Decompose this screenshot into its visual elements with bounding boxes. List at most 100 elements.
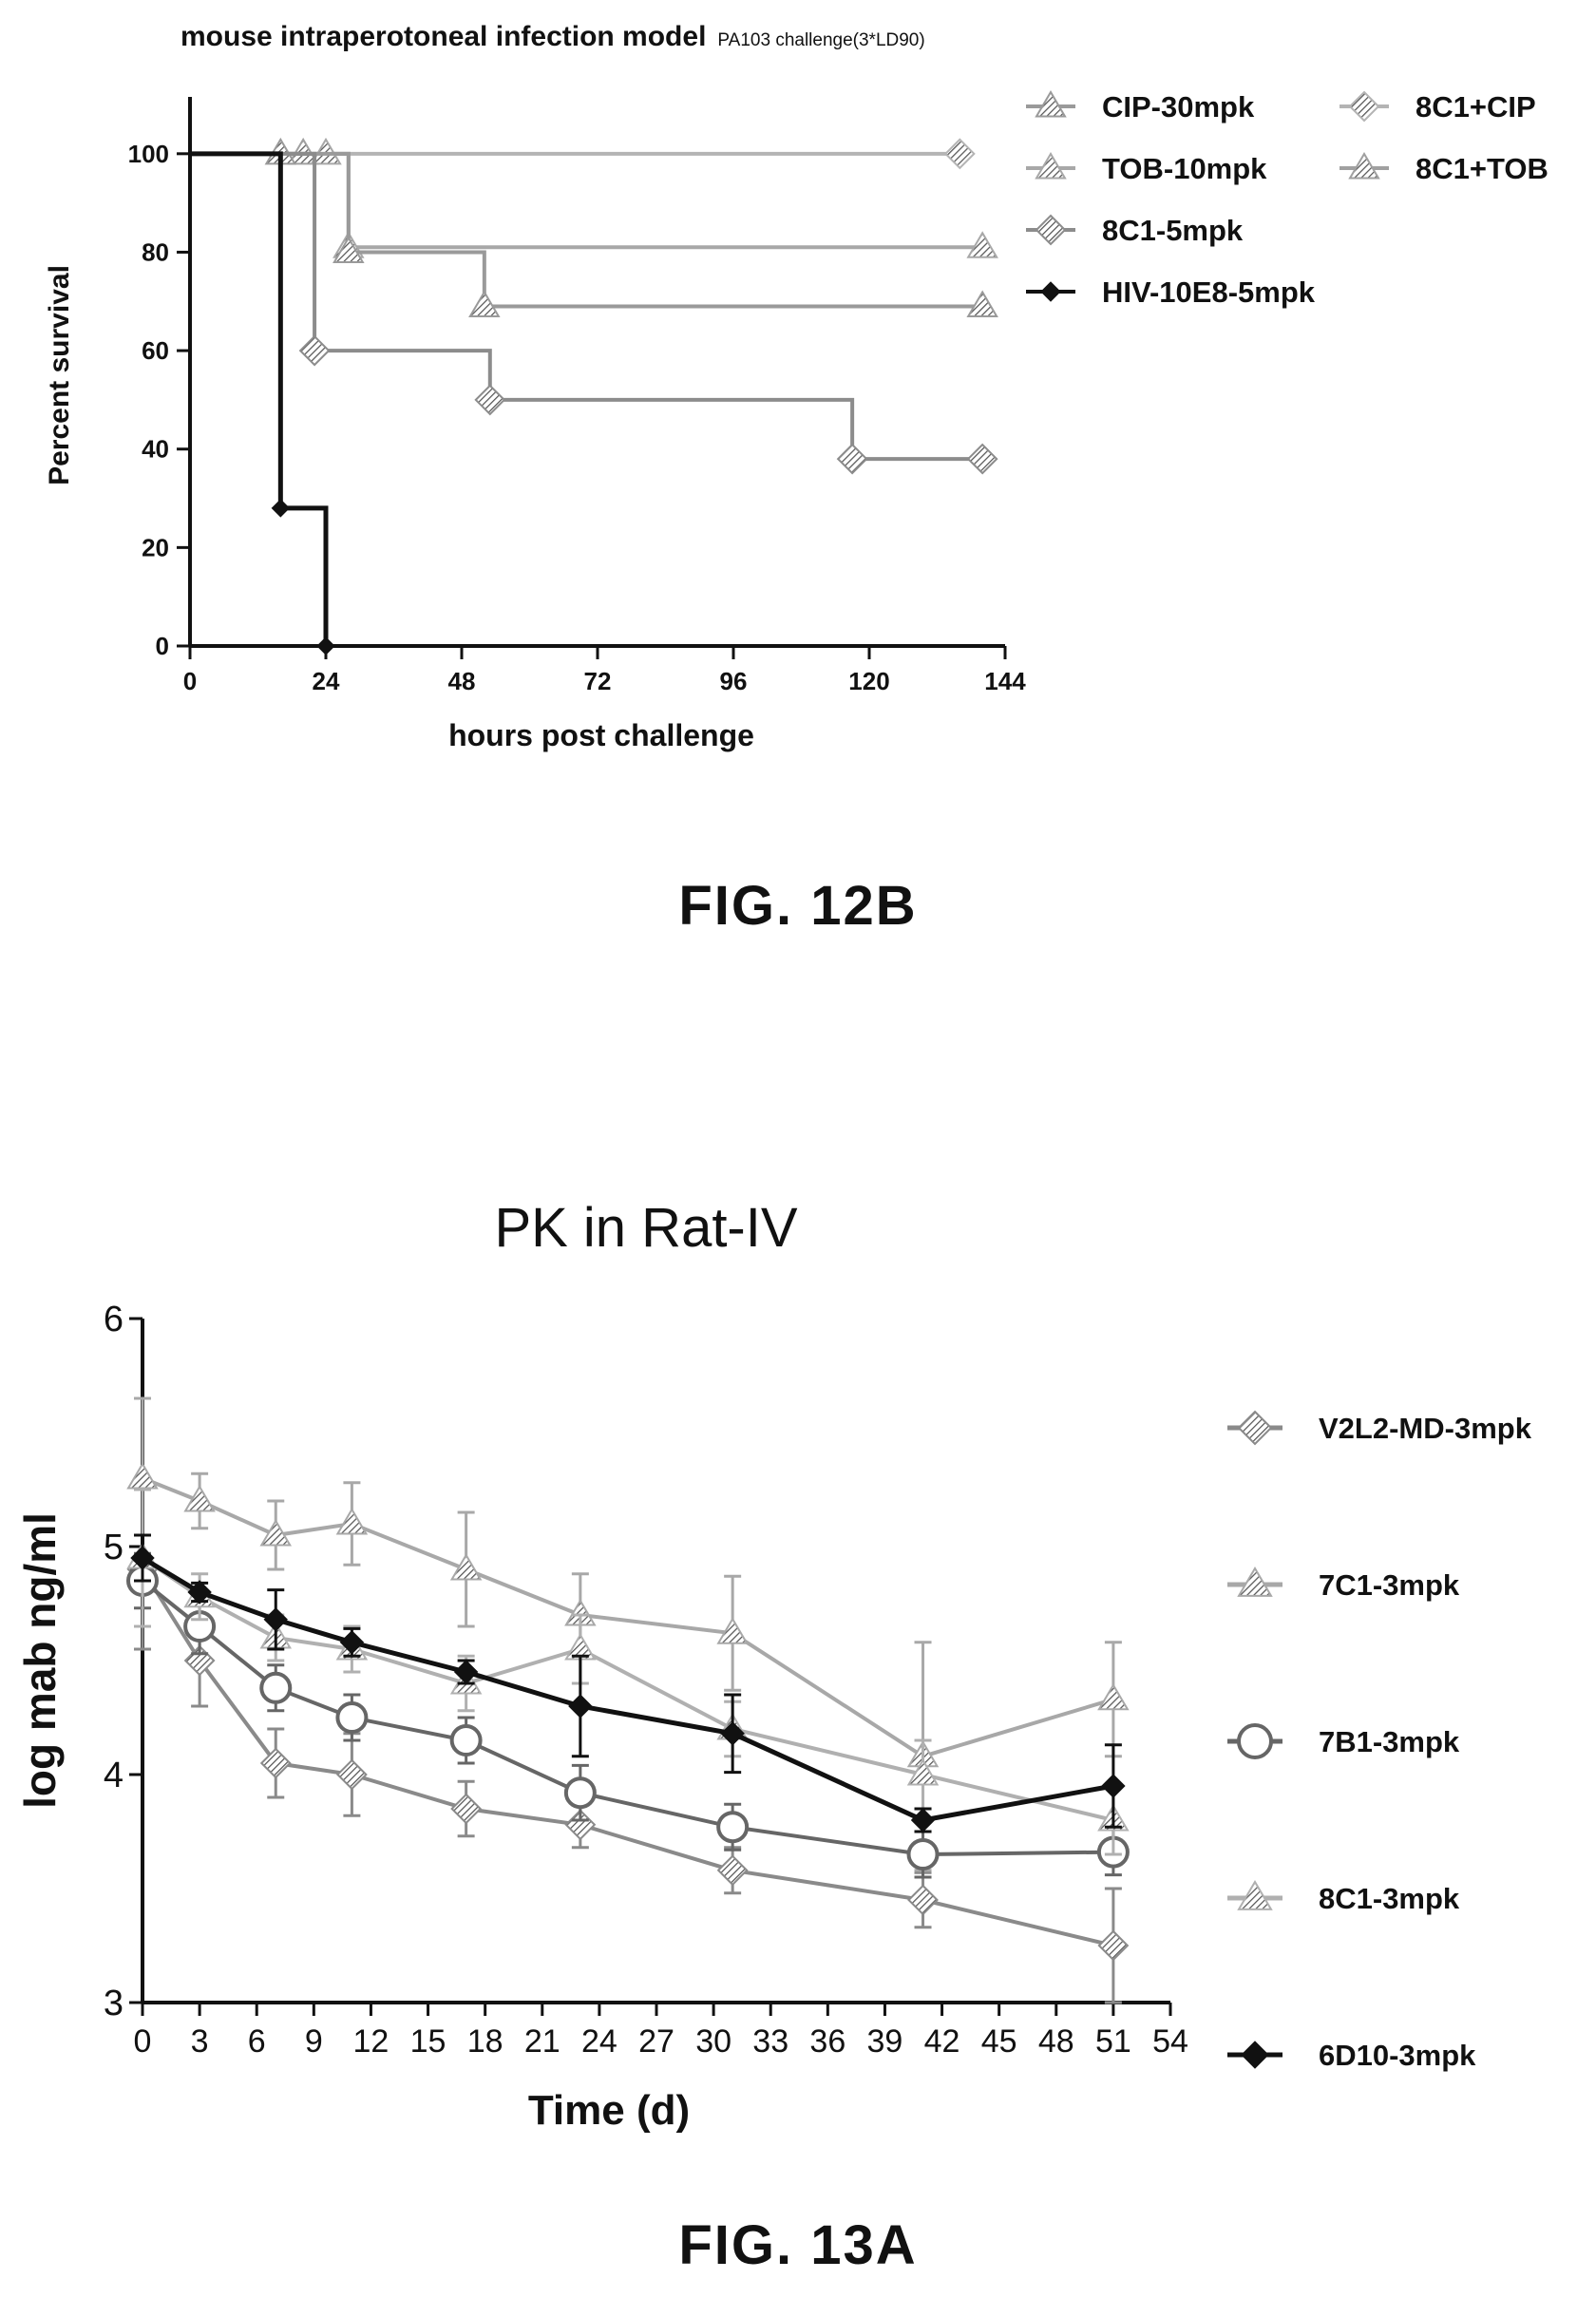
series-point-6D10-3mpk xyxy=(1101,1774,1126,1798)
series-point-6D10-3mpk xyxy=(720,1721,745,1746)
y-tick-label: 5 xyxy=(104,1528,124,1567)
x-tick-label: 33 xyxy=(752,2023,788,2060)
figure-12b-caption: FIG. 12B xyxy=(678,875,918,937)
x-tick-label: 42 xyxy=(924,2023,960,2060)
legend-label: HIV-10E8-5mpk xyxy=(1102,275,1316,309)
x-tick-label: 144 xyxy=(984,667,1026,695)
x-tick-label: 120 xyxy=(848,667,889,695)
series-point-TOB-10mpk xyxy=(966,231,998,258)
y-tick-label: 100 xyxy=(128,140,169,168)
series-point-V2L2-MD-3mpk xyxy=(1097,1929,1130,1962)
x-tick-label: 15 xyxy=(410,2023,446,2060)
series-point-7C1-3mpk xyxy=(183,1485,216,1512)
series-point-CIP-30mpk xyxy=(468,290,501,317)
series-point-6D10-3mpk xyxy=(187,1580,212,1605)
legend-swatch-marker xyxy=(1237,1410,1273,1446)
series-point-7C1-3mpk xyxy=(716,1617,749,1644)
series-point-TOB-10mpk xyxy=(310,137,342,165)
legend-label: 6D10-3mpk xyxy=(1319,2039,1476,2072)
legend-swatch-marker xyxy=(1348,90,1380,123)
x-axis-label: Time (d) xyxy=(528,2087,690,2134)
series-point-7B1-3mpk xyxy=(716,1811,750,1844)
y-tick-label: 4 xyxy=(104,1756,124,1795)
series-point-6D10-3mpk xyxy=(263,1607,288,1632)
x-tick-label: 30 xyxy=(695,2023,732,2060)
y-tick-label: 3 xyxy=(104,1984,124,2023)
x-tick-label: 45 xyxy=(981,2023,1017,2060)
series-point-V2L2-MD-3mpk xyxy=(450,1793,483,1825)
legend-label: 8C1-3mpk xyxy=(1319,1882,1460,1915)
chart-subtitle: PA103 challenge(3*LD90) xyxy=(717,30,924,50)
legend-label: 7B1-3mpk xyxy=(1319,1725,1460,1758)
x-tick-label: 0 xyxy=(134,2023,152,2060)
series-point-HIV-10E8-5mpk xyxy=(316,636,335,655)
series-point-7B1-3mpk xyxy=(563,1776,597,1810)
legend-label: V2L2-MD-3mpk xyxy=(1319,1412,1532,1445)
series-point-7B1-3mpk xyxy=(906,1838,940,1871)
series-point-V2L2-MD-3mpk xyxy=(907,1884,939,1916)
series-point-6D10-3mpk xyxy=(568,1694,593,1719)
legend-swatch-marker xyxy=(1348,152,1380,180)
series-line-V2L2-MD-3mpk xyxy=(141,1567,1114,1947)
y-axis-label: Percent survival xyxy=(44,265,75,485)
series-point-V2L2-MD-3mpk xyxy=(335,1758,368,1791)
legend-label: 7C1-3mpk xyxy=(1319,1568,1460,1602)
series-point-7C1-3mpk xyxy=(126,1462,159,1490)
series-point-7B1-3mpk xyxy=(259,1671,293,1704)
y-tick-label: 60 xyxy=(142,336,169,365)
series-point-CIP-30mpk xyxy=(332,236,365,263)
series-point-6D10-3mpk xyxy=(130,1546,155,1570)
legend-label: TOB-10mpk xyxy=(1102,152,1267,185)
y-tick-label: 6 xyxy=(104,1300,124,1339)
series-point-CIP-30mpk xyxy=(966,290,998,317)
chart-title-line: mouse intraperotoneal infection model PA1… xyxy=(180,21,925,52)
series-point-V2L2-MD-3mpk xyxy=(564,1809,597,1841)
series-point-7C1-3mpk xyxy=(259,1519,293,1547)
legend-label: 8C1+CIP xyxy=(1416,90,1536,123)
x-tick-label: 24 xyxy=(313,667,340,695)
y-axis-label: log mab ng/ml xyxy=(15,1512,65,1809)
series-point-6D10-3mpk xyxy=(910,1808,936,1833)
x-tick-label: 24 xyxy=(581,2023,618,2060)
x-tick-label: 54 xyxy=(1152,2023,1188,2060)
legend-swatch-marker xyxy=(1035,152,1067,180)
series-point-8C1-5mpk xyxy=(966,443,998,475)
series-point-8C1+CIP xyxy=(943,138,976,170)
x-tick-label: 9 xyxy=(305,2023,323,2060)
x-tick-label: 3 xyxy=(191,2023,209,2060)
legend-label: CIP-30mpk xyxy=(1102,90,1255,123)
series-point-6D10-3mpk xyxy=(453,1660,479,1684)
x-tick-label: 18 xyxy=(467,2023,504,2060)
series-point-7B1-3mpk xyxy=(449,1724,483,1757)
figure-13a-caption: FIG. 13A xyxy=(678,2214,918,2276)
legend-swatch-marker xyxy=(1237,1880,1273,1910)
legend-swatch-marker xyxy=(1241,2041,1269,2069)
series-point-8C1-5mpk xyxy=(474,384,506,416)
x-tick-label: 48 xyxy=(1038,2023,1074,2060)
y-tick-label: 0 xyxy=(156,632,169,660)
x-tick-label: 48 xyxy=(448,667,476,695)
legend-swatch-marker xyxy=(1040,281,1061,302)
series-point-8C1-5mpk xyxy=(298,334,331,367)
legend-swatch-marker xyxy=(1237,1567,1273,1597)
series-point-8C1+TOB xyxy=(287,137,319,165)
series-point-8C1-3mpk xyxy=(906,1758,940,1786)
y-tick-label: 20 xyxy=(142,533,169,561)
x-axis-label: hours post challenge xyxy=(448,718,754,752)
legend-label: 8C1-5mpk xyxy=(1102,214,1244,247)
series-point-V2L2-MD-3mpk xyxy=(716,1854,749,1887)
series-point-7B1-3mpk xyxy=(335,1701,369,1734)
x-tick-label: 96 xyxy=(720,667,748,695)
x-tick-label: 39 xyxy=(867,2023,903,2060)
y-tick-label: 80 xyxy=(142,237,169,266)
series-point-HIV-10E8-5mpk xyxy=(271,499,291,518)
x-tick-label: 27 xyxy=(638,2023,674,2060)
survival-chart: mouse intraperotoneal infection model PA1… xyxy=(44,21,1548,752)
series-point-7C1-3mpk xyxy=(335,1508,369,1535)
series-point-8C1-5mpk xyxy=(836,443,868,475)
x-tick-label: 21 xyxy=(524,2023,560,2060)
series-point-6D10-3mpk xyxy=(339,1630,365,1655)
series-point-7C1-3mpk xyxy=(449,1553,483,1581)
legend-swatch-marker xyxy=(1237,1723,1273,1759)
